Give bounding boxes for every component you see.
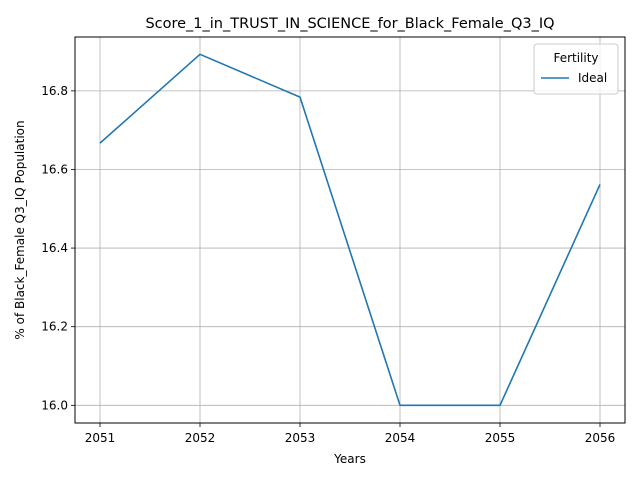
x-tick-label: 2052 xyxy=(185,431,216,445)
chart-title: Score_1_in_TRUST_IN_SCIENCE_for_Black_Fe… xyxy=(145,16,554,32)
y-tick-label: 16.4 xyxy=(41,241,68,255)
plot-frame xyxy=(74,36,626,424)
y-axis-label: % of Black_Female Q3_IQ Population xyxy=(13,120,27,339)
legend-title: Fertility xyxy=(553,51,598,65)
y-tick-label: 16.2 xyxy=(41,320,68,334)
legend-box xyxy=(533,43,619,95)
x-axis-label: Years xyxy=(333,452,366,466)
grid-lines xyxy=(75,37,625,423)
y-tick-label: 16.6 xyxy=(41,162,68,176)
x-tick-label: 2055 xyxy=(485,431,516,445)
legend: Fertility Ideal xyxy=(533,43,619,95)
x-tick-label: 2056 xyxy=(585,431,616,445)
y-axis-ticks: 16.0 16.2 16.4 16.6 16.8 xyxy=(41,84,75,412)
y-tick-label: 16.0 xyxy=(41,398,68,412)
legend-label-ideal: Ideal xyxy=(578,71,607,85)
series-line-ideal xyxy=(99,53,601,407)
x-tick-label: 2053 xyxy=(285,431,316,445)
x-tick-label: 2051 xyxy=(85,431,116,445)
x-axis-ticks: 2051 2052 2053 2054 2055 2056 xyxy=(85,423,616,445)
y-tick-label: 16.8 xyxy=(41,84,68,98)
series-layer xyxy=(99,53,601,407)
x-tick-label: 2054 xyxy=(385,431,416,445)
